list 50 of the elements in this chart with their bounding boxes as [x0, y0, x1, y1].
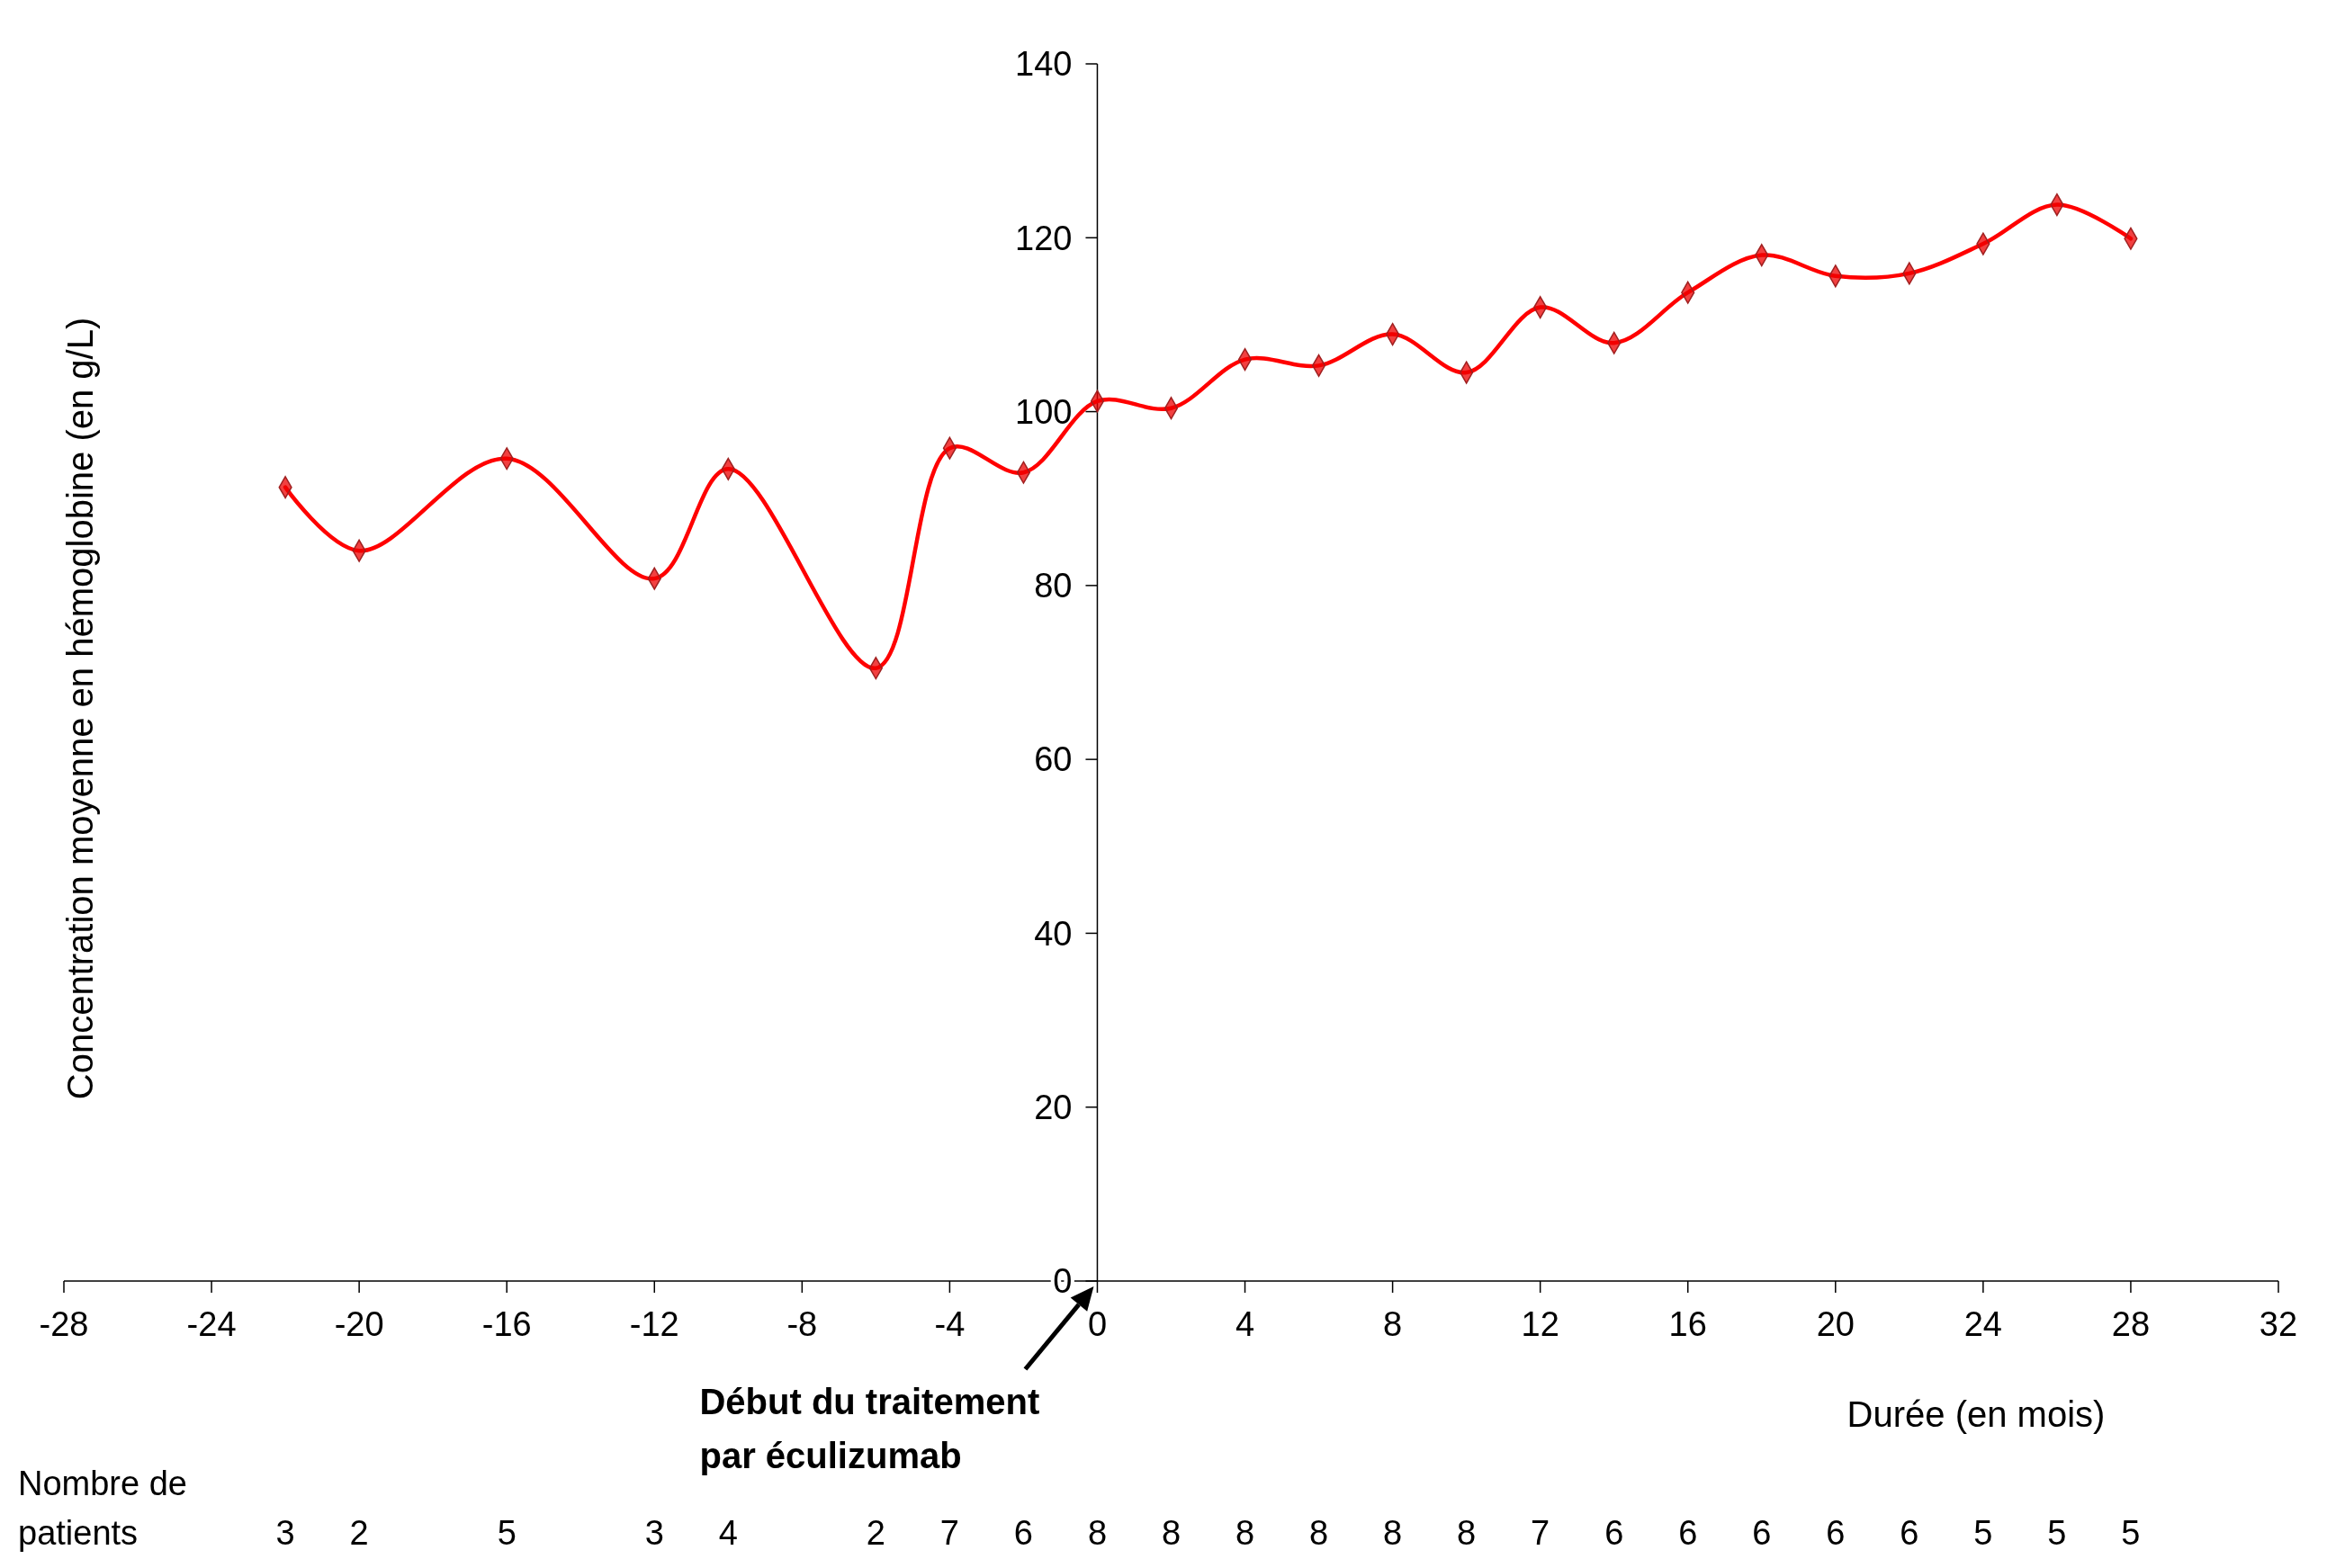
x-tick-label: 20 [1816, 1305, 1855, 1343]
text: 3 [275, 1514, 295, 1552]
text: 8 [1309, 1514, 1329, 1552]
text: 6 [1900, 1514, 1919, 1552]
text: 6 [1678, 1514, 1698, 1552]
y-tick-label: 80 [1034, 567, 1073, 605]
text: 7 [1531, 1514, 1550, 1552]
x-tick-label: -28 [39, 1305, 89, 1343]
text: 8 [1457, 1514, 1477, 1552]
x-tick-label: -12 [629, 1305, 679, 1343]
x-tick-label: 0 [1087, 1305, 1108, 1343]
y-tick-label: 40 [1034, 914, 1073, 953]
y-tick-label: 20 [1034, 1089, 1073, 1127]
text: 6 [1604, 1514, 1624, 1552]
y-axis-title: Concentration moyenne en hémoglobine (en g/L) [60, 317, 100, 1100]
text: 3 [644, 1514, 664, 1552]
x-tick-label: -24 [186, 1305, 237, 1343]
x-axis-title: Durée (en mois) [1846, 1394, 2106, 1434]
text: Nombre de patients [18, 1465, 187, 1552]
y-tick-label: 120 [1015, 219, 1073, 257]
text: 6 [1826, 1514, 1846, 1552]
text: 4 [718, 1514, 738, 1552]
text: 8 [1161, 1514, 1181, 1552]
text: 8 [1087, 1514, 1108, 1552]
text: 5 [2047, 1514, 2067, 1552]
text: 7 [939, 1514, 959, 1552]
x-tick-label: -8 [786, 1305, 818, 1343]
text: 2 [866, 1514, 885, 1552]
x-tick-label: 32 [2259, 1305, 2298, 1343]
x-tick-label: 28 [2111, 1305, 2151, 1343]
x-tick-label: 16 [1668, 1305, 1707, 1343]
text: 8 [1235, 1514, 1255, 1552]
y-tick-label: 140 [1015, 45, 1073, 84]
text: 2 [349, 1514, 369, 1552]
text: 5 [1973, 1514, 1993, 1552]
x-tick-label: -20 [334, 1305, 384, 1343]
y-tick-label: 60 [1034, 740, 1073, 779]
text: 5 [2121, 1514, 2141, 1552]
text: 6 [1752, 1514, 1772, 1552]
text: 5 [497, 1514, 517, 1552]
text: 6 [1013, 1514, 1033, 1552]
x-tick-label: 4 [1235, 1305, 1255, 1343]
text: 8 [1383, 1514, 1403, 1552]
text: Début du traitement par éculizumab [699, 1382, 1040, 1475]
x-tick-label: -4 [934, 1305, 966, 1343]
y-tick-label: 100 [1015, 392, 1073, 431]
x-tick-label: -16 [481, 1305, 532, 1343]
x-tick-label: 12 [1521, 1305, 1559, 1343]
x-tick-label: 8 [1383, 1305, 1403, 1343]
x-tick-label: 24 [1963, 1305, 2003, 1343]
